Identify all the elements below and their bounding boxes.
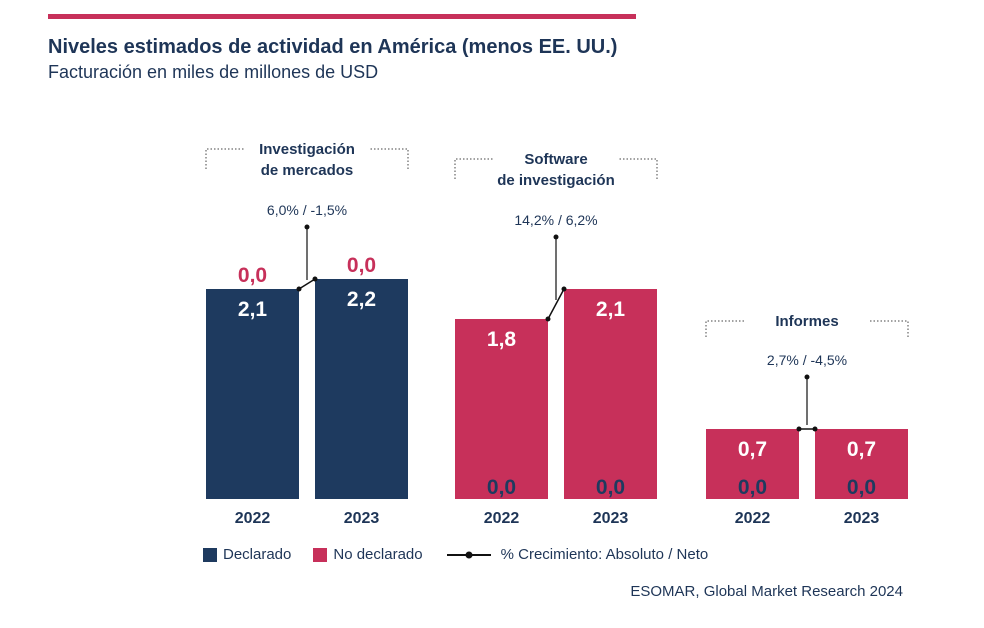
legend-label-growth: % Crecimiento: Absoluto / Neto xyxy=(500,546,709,563)
growth-dot-right-0 xyxy=(312,276,318,282)
group-title-1-0: Software xyxy=(524,151,587,168)
bar-1-1 xyxy=(564,289,657,499)
bar-0-0 xyxy=(206,289,299,499)
legend-growth: % Crecimiento: Absoluto / Neto xyxy=(445,546,709,563)
legend: Declarado No declarado % Crecimiento: Ab… xyxy=(203,546,730,563)
top-accent-rule xyxy=(48,14,636,19)
growth-dot-right-1 xyxy=(561,286,567,292)
group-bracket-left-1 xyxy=(454,158,493,179)
legend-declared: Declarado xyxy=(203,546,291,563)
data-label-main-2-1: 0,7 xyxy=(847,438,876,461)
x-tick-label-1-0: 2022 xyxy=(484,510,520,527)
group-bracket-right-0 xyxy=(370,148,409,169)
growth-connector-1 xyxy=(547,288,565,320)
data-label-main-1-1: 2,1 xyxy=(596,298,626,321)
x-tick-label-2-0: 2022 xyxy=(735,510,771,527)
data-label-other-2-1: 0,0 xyxy=(847,476,876,499)
growth-label-2: 2,7% / -4,5% xyxy=(767,352,847,368)
growth-dot-right-2 xyxy=(812,426,818,432)
source-note: ESOMAR, Global Market Research 2024 xyxy=(630,583,903,600)
chart-area: 2,1 0,0 2022 2,2 0,0 2023 6,0% / -1,5% Investig… xyxy=(205,141,909,527)
x-tick-label-2-1: 2023 xyxy=(844,510,880,527)
growth-label-1: 14,2% / 6,2% xyxy=(514,212,597,228)
x-tick-label-0-0: 2022 xyxy=(235,510,271,527)
data-label-other-0-0: 0,0 xyxy=(238,264,267,287)
bar-2-0 xyxy=(706,429,799,499)
group-title-0-0: Investigación xyxy=(259,141,355,158)
data-label-other-2-0: 0,0 xyxy=(738,476,767,499)
group-bracket-right-2 xyxy=(870,320,909,337)
data-label-main-2-0: 0,7 xyxy=(738,438,767,461)
legend-swatch-declared xyxy=(203,547,217,562)
chart-title: Niveles estimados de actividad en Améric… xyxy=(48,36,618,58)
growth-line-icon xyxy=(445,548,493,562)
legend-label-declared: Declarado xyxy=(223,546,292,563)
growth-dot-left-1 xyxy=(545,316,551,322)
group-title-1-1: de investigación xyxy=(497,172,615,189)
bar-0-1 xyxy=(315,279,408,499)
group-title-0-1: de mercados xyxy=(261,162,354,179)
group-title-2-0: Informes xyxy=(775,313,838,330)
group-bracket-right-1 xyxy=(619,158,658,179)
x-tick-label-1-1: 2023 xyxy=(593,510,629,527)
legend-undeclared: No declarado xyxy=(313,546,423,563)
growth-label-0: 6,0% / -1,5% xyxy=(267,202,347,218)
data-label-other-1-1: 0,0 xyxy=(596,476,625,499)
legend-swatch-undeclared xyxy=(313,547,328,562)
bar-2-1 xyxy=(815,429,908,499)
group-bracket-left-0 xyxy=(205,148,244,169)
growth-connector-0 xyxy=(298,278,316,290)
x-tick-label-0-1: 2023 xyxy=(344,510,380,527)
growth-dot-left-0 xyxy=(296,286,302,292)
growth-stem-dot-2 xyxy=(804,374,810,380)
data-label-main-0-0: 2,1 xyxy=(238,298,268,321)
data-label-other-1-0: 0,0 xyxy=(487,476,516,499)
data-label-other-0-1: 0,0 xyxy=(347,254,376,277)
growth-stem-dot-0 xyxy=(304,224,310,230)
legend-label-undeclared: No declarado xyxy=(333,546,423,563)
chart-subtitle: Facturación en miles de millones de USD xyxy=(48,62,379,82)
data-label-main-0-1: 2,2 xyxy=(347,288,376,311)
group-bracket-left-2 xyxy=(705,320,744,337)
data-label-main-1-0: 1,8 xyxy=(487,328,517,351)
growth-dot-left-2 xyxy=(796,426,802,432)
bar-1-0 xyxy=(455,319,548,499)
growth-stem-dot-1 xyxy=(553,234,559,240)
